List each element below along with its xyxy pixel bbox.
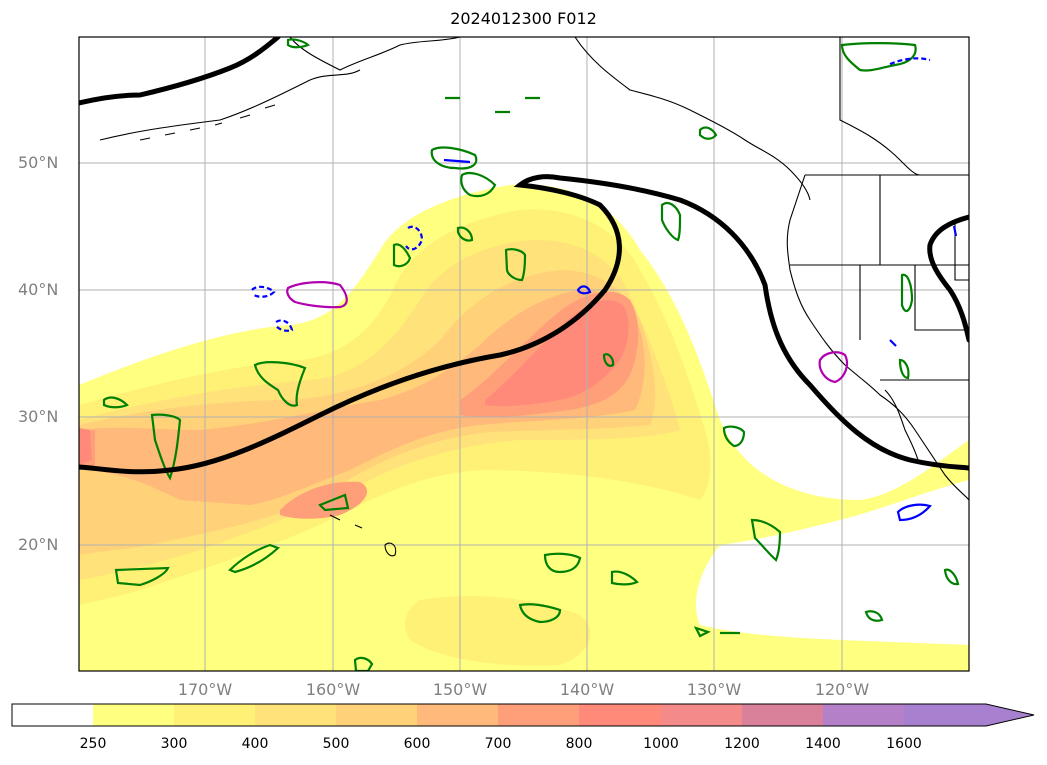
cape-contour-24	[698, 126, 718, 140]
colorbar-tick-1600: 1600	[886, 736, 922, 752]
cape-contour-28	[445, 96, 540, 114]
lon-label-170w: 170°W	[177, 680, 233, 699]
cape-contour-21	[318, 493, 350, 512]
cape-contour-7	[392, 243, 412, 268]
graticule	[79, 37, 969, 671]
pv-contours	[286, 281, 849, 384]
cape-contour-9	[722, 425, 746, 448]
colorbar-segment-11	[823, 704, 904, 726]
colorbar-segment-1	[12, 704, 93, 726]
jet-streamline-main	[79, 174, 969, 475]
aleutian-islands	[139, 104, 276, 141]
cape-contour-19	[864, 610, 884, 622]
lon-label-120w: 120°W	[814, 680, 870, 699]
colorbar-segment-7	[498, 704, 579, 726]
lon-label-140w: 140°W	[559, 680, 615, 699]
colorbar-segment-4	[255, 704, 336, 726]
cape-contour-23	[353, 656, 374, 671]
map-frame	[78, 36, 970, 672]
ivt-band-600	[79, 290, 645, 505]
colorbar-segment-6	[417, 704, 498, 726]
colorbar-segment-10	[742, 704, 823, 726]
lon-label-130w: 130°W	[686, 680, 742, 699]
pv-contour-1	[286, 281, 348, 309]
jet-streamlines	[79, 37, 969, 475]
cape-contour-15	[114, 566, 170, 587]
omega-contour-8	[889, 339, 897, 347]
canada-inner	[839, 37, 921, 176]
colorbar-tick-400: 400	[241, 736, 269, 752]
colorbar-tick-1200: 1200	[724, 736, 760, 752]
cape-contour-4	[150, 413, 182, 481]
cape-contour-16	[840, 42, 917, 72]
colorbar-segment-12	[904, 704, 986, 726]
alaska-coast	[99, 37, 811, 201]
omega-contours	[251, 57, 958, 522]
cape-contours	[102, 38, 960, 671]
lat-label-50n: 50°N	[18, 153, 59, 172]
jet-streamline-north	[79, 37, 281, 106]
ivt-band-800	[79, 300, 629, 465]
omega-contour-6	[896, 503, 932, 522]
colorbar-tick-600: 600	[403, 736, 431, 752]
cape-contour-18	[898, 358, 910, 380]
cape-contour-13	[518, 603, 562, 624]
cape-contour-5	[102, 396, 129, 409]
lon-label-150w: 150°W	[432, 680, 488, 699]
colorbar-tick-300: 300	[160, 736, 188, 752]
jet-streamline-east	[927, 214, 969, 343]
cape-contour-14	[228, 543, 281, 574]
colorbar	[11, 703, 1035, 727]
map-title: 2024012300 F012	[450, 9, 597, 28]
cape-contour-27	[602, 353, 615, 367]
colorbar-outline	[11, 703, 1035, 727]
lon-label-160w: 160°W	[305, 680, 361, 699]
cape-contour-1	[430, 146, 478, 170]
cape-contour-12	[610, 570, 639, 586]
colorbar-extend-arrow	[986, 704, 1034, 726]
omega-contour-2	[251, 285, 276, 298]
cape-contour-10	[750, 518, 782, 562]
lat-label-30n: 30°N	[18, 407, 59, 426]
state-lines	[859, 175, 969, 381]
colorbar-tick-700: 700	[484, 736, 512, 752]
omega-contour-5	[576, 285, 592, 295]
north-america-coast	[786, 174, 969, 501]
omega-contour-3	[275, 319, 294, 332]
cape-contour-25	[286, 38, 310, 49]
colorbar-tick-1000: 1000	[643, 736, 679, 752]
omega-contour-1	[443, 158, 471, 164]
lat-label-40n: 40°N	[18, 280, 59, 299]
cape-contour-26	[456, 226, 474, 242]
colorbar-segment-2	[93, 704, 174, 726]
colorbar-segment-3	[174, 704, 255, 726]
cape-contour-6	[504, 248, 527, 282]
coastlines	[99, 37, 969, 557]
colorbar-tick-1400: 1400	[805, 736, 841, 752]
cape-contour-11	[543, 552, 582, 574]
cape-contour-2	[460, 171, 497, 198]
colorbar-segment-9	[661, 704, 742, 726]
colorbar-tick-800: 800	[565, 736, 593, 752]
omega-contour-9	[952, 225, 958, 237]
cape-contour-20	[943, 568, 960, 586]
omega-contour-7	[889, 57, 931, 66]
ivt-band-300-south	[404, 595, 591, 666]
hawaii-islands	[329, 514, 397, 557]
cape-contour-17	[900, 273, 914, 313]
colorbar-segment-8	[579, 704, 661, 726]
baja-coast	[884, 389, 919, 461]
pv-contour-2	[818, 351, 849, 384]
colorbar-tick-500: 500	[322, 736, 350, 752]
cape-contour-3	[253, 361, 307, 407]
lat-label-20n: 20°N	[18, 535, 59, 554]
cape-contour-22	[693, 626, 740, 638]
colorbar-tick-250: 250	[79, 736, 107, 752]
colorbar-segment-5	[336, 704, 417, 726]
cape-contour-8	[660, 201, 682, 242]
